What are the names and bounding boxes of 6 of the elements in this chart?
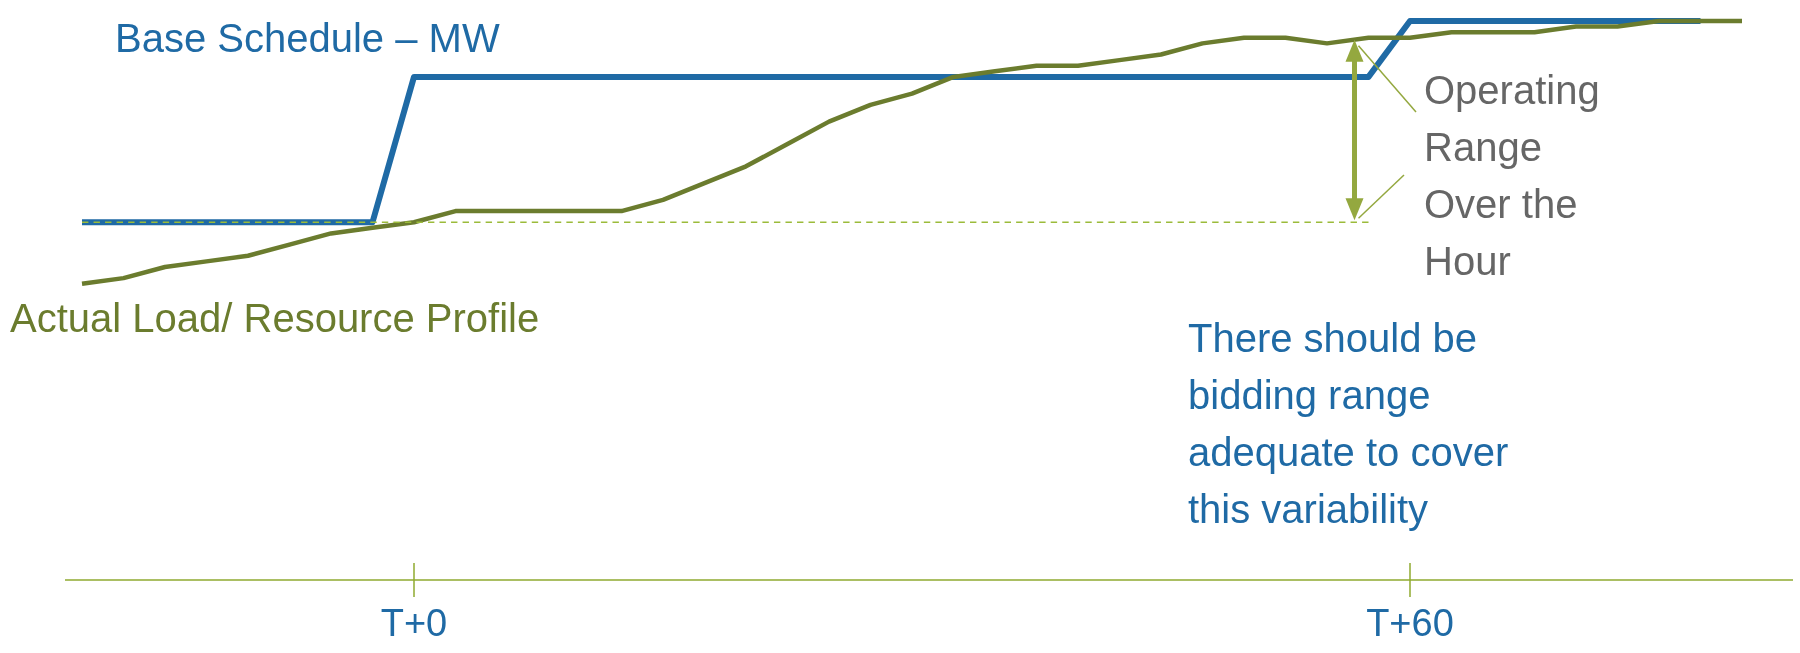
series-label: Actual Load/ Resource Profile [10, 296, 540, 340]
x-tick-label: T+60 [1366, 602, 1454, 644]
series-label: Base Schedule – MW [115, 16, 500, 60]
x-tick-label: T+0 [380, 602, 448, 644]
annotation: There should be bidding range adequate to cover this variability [1188, 316, 1509, 531]
annotation: Operating Range Over the Hour [1424, 68, 1600, 283]
